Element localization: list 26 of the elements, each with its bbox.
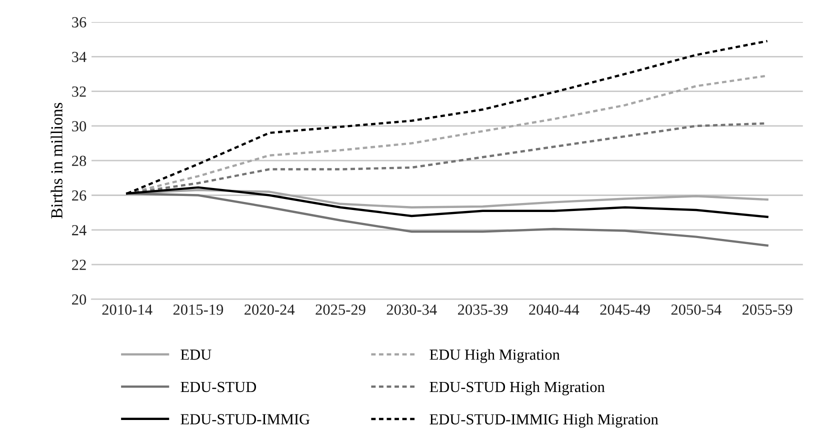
y-tick-label: 24 [72,225,86,236]
y-tick-label: 28 [72,156,86,166]
x-tick-label: 2015-19 [173,304,224,315]
y-tick-label: 20 [72,294,86,305]
y-axis-title: Births in millions [50,102,62,218]
legend-label: EDU-STUD-IMMIG [180,414,310,424]
legend-label: EDU-STUD High Migration [430,381,605,396]
y-tick-label: 36 [72,17,86,28]
legend-label: EDU-STUD-IMMIG High Migration [430,414,658,428]
legend-label: EDU [180,350,212,360]
legend-label: EDU High Migration [430,349,560,363]
y-tick-label: 32 [72,86,86,97]
x-tick-label: 2035-39 [458,304,508,315]
x-tick-label: 2040-44 [529,304,580,315]
legend-label: EDU-STUD [180,382,256,392]
x-tick-label: 2030-34 [386,304,437,315]
x-tick-label: 2055-59 [742,304,792,315]
x-tick-label: 2010-14 [102,304,152,315]
x-tick-label: 2050-54 [671,304,722,315]
y-tick-label: 34 [72,52,86,62]
y-tick-label: 26 [72,190,86,201]
y-tick-label: 22 [72,260,86,270]
x-tick-label: 2025-29 [316,304,366,315]
x-tick-label: 2020-24 [244,304,295,315]
x-tick-label: 2045-49 [600,304,650,315]
y-tick-label: 30 [72,121,86,132]
